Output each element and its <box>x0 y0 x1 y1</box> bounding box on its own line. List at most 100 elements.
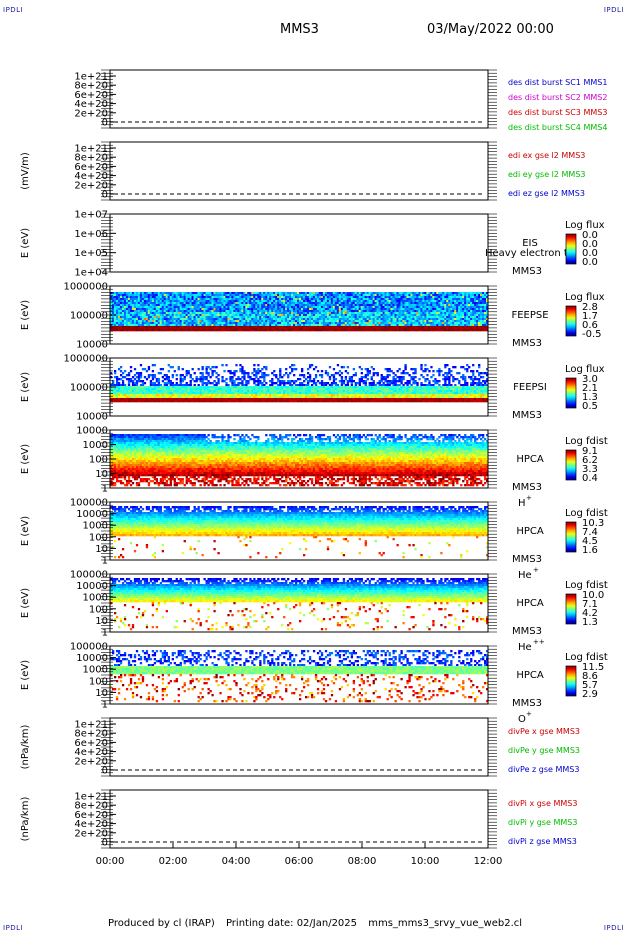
colorbar-label: 0.0 <box>582 257 598 268</box>
instrument-label: FEEPSI <box>513 382 547 393</box>
x-tick-label: 00:00 <box>96 856 125 867</box>
legend-entry: des dist burst SC4 MMS4 <box>508 123 607 132</box>
spacecraft-label: MMS3 <box>512 626 542 637</box>
legend-entry: des dist burst SC1 MMS1 <box>508 78 607 87</box>
y-tick-label: 1 <box>102 700 108 711</box>
y-tick-label: 100 <box>89 604 108 615</box>
instrument-label: HPCA <box>516 526 544 537</box>
x-axis: 00:00 02:00 04:00 06:00 08:00 10:00 12:00 <box>96 843 503 867</box>
legend-entry: des dist burst SC2 MMS2 <box>508 93 607 102</box>
spectrogram-feepse <box>110 292 488 331</box>
y-tick-label: 1 <box>102 556 108 567</box>
y-tick-label: 100000 <box>70 570 108 581</box>
colorbar <box>566 666 576 696</box>
y-tick-label: 10000 <box>76 340 108 351</box>
spectrogram-hpca-h <box>110 434 488 486</box>
species-charge: ++ <box>533 638 545 646</box>
spacecraft-label: MMS3 <box>512 266 542 277</box>
spectrogram-hpca-o <box>110 650 488 702</box>
y-tick-label: 1000 <box>83 593 108 604</box>
y-tick-label: 100 <box>89 532 108 543</box>
instrument-label: FEEPSE <box>511 310 548 321</box>
x-tick-label: 12:00 <box>474 856 503 867</box>
colorbar <box>566 306 576 336</box>
y-axis-label: E (eV) <box>20 444 31 474</box>
y-tick-label: 1000000 <box>63 282 108 293</box>
spacecraft-label: MMS3 <box>512 482 542 493</box>
spacecraft-label: MMS3 <box>512 698 542 709</box>
instrument-label: HPCA <box>516 598 544 609</box>
colorbar <box>566 234 576 264</box>
legend-entry: divPe y gse MMS3 <box>508 746 580 755</box>
y-tick-label: 1000 <box>83 665 108 676</box>
y-tick-label: 1000 <box>83 521 108 532</box>
y-tick-label: 0 <box>102 766 108 777</box>
y-axis-label: E (eV) <box>20 372 31 402</box>
species-charge: + <box>533 566 539 574</box>
y-axis-label: (nPa/km) <box>20 725 31 770</box>
footer: Produced by cl (IRAP) Printing date: 02/… <box>0 918 630 929</box>
colorbar <box>566 378 576 408</box>
colorbar-label: 2.9 <box>582 689 598 700</box>
legend-entry: des dist burst SC3 MMS3 <box>508 108 607 117</box>
y-tick-label: 100 <box>89 455 108 466</box>
legend-entry: divPi z gse MMS3 <box>508 837 577 846</box>
colorbar <box>566 450 576 480</box>
y-axis-label: E (eV) <box>20 228 31 258</box>
legend-entry: divPe x gse MMS3 <box>508 727 580 736</box>
y-tick-label: 1 <box>102 628 108 639</box>
species-label: H <box>518 498 526 509</box>
y-tick-label: 10000 <box>76 653 108 664</box>
panel-frame <box>110 790 488 848</box>
x-tick-label: 08:00 <box>348 856 377 867</box>
instrument-label: HPCA <box>516 454 544 465</box>
spectrogram-feepsi <box>110 364 488 402</box>
y-tick-label: 1e+07 <box>74 210 108 221</box>
legend-entry: divPi y gse MMS3 <box>508 818 577 827</box>
y-tick-label: 1000 <box>83 440 108 451</box>
y-axis-label: E (eV) <box>20 300 31 330</box>
y-axis-label: E (eV) <box>20 660 31 690</box>
y-tick-label: 1e+06 <box>74 229 108 240</box>
overlay-text: Heavy electron to <box>485 248 574 259</box>
species-charge: + <box>526 710 532 718</box>
y-axis-label: (nPa/km) <box>20 797 31 842</box>
colorbar-label: 0.5 <box>582 401 598 412</box>
y-tick-label: 0 <box>102 190 108 201</box>
species-label: O <box>518 714 526 725</box>
x-tick-label: 02:00 <box>159 856 188 867</box>
legend-entry: edi ey gse l2 MMS3 <box>508 170 586 179</box>
y-tick-label: 1e+05 <box>74 248 108 259</box>
spectrogram-hpca-hepp <box>110 578 488 630</box>
y-tick-label: 0 <box>102 118 108 129</box>
y-tick-label: 100000 <box>70 383 108 394</box>
spectrogram-hpca-he <box>110 506 488 558</box>
spacecraft-label: MMS3 <box>512 554 542 565</box>
y-tick-label: 0 <box>102 838 108 849</box>
species-charge: + <box>526 494 532 502</box>
y-tick-label: 100000 <box>70 311 108 322</box>
spacecraft-label: MMS3 <box>512 338 542 349</box>
colorbar-label: 1.3 <box>582 617 598 628</box>
y-axis-label: E (eV) <box>20 516 31 546</box>
y-tick-label: 10000 <box>76 509 108 520</box>
instrument-label: HPCA <box>516 670 544 681</box>
y-tick-label: 10000 <box>76 412 108 423</box>
species-label: He <box>518 570 532 581</box>
y-tick-label: 1000000 <box>63 354 108 365</box>
colorbar-label: 1.6 <box>582 545 598 556</box>
y-axis-label: (mV/m) <box>20 152 31 190</box>
panel-frame <box>110 214 488 272</box>
x-tick-label: 10:00 <box>411 856 440 867</box>
spacecraft-label: MMS3 <box>512 410 542 421</box>
y-tick-label: 10 <box>95 544 108 555</box>
species-label: He <box>518 642 532 653</box>
